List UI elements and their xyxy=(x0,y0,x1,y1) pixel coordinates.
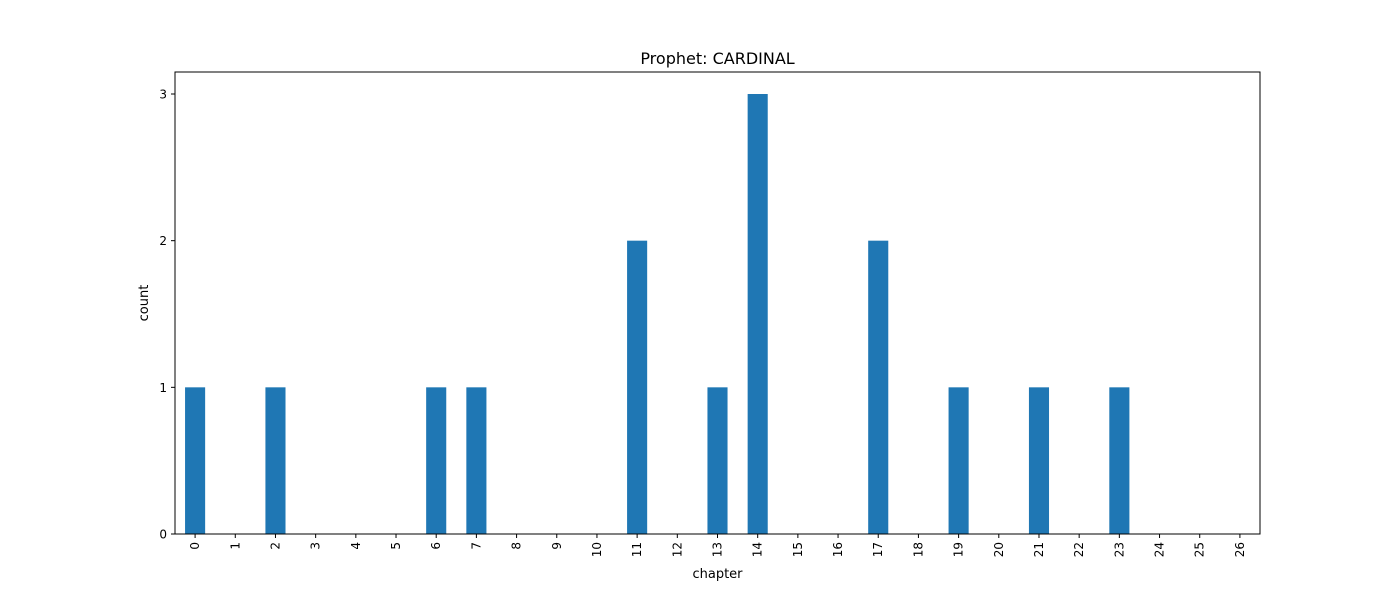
x-tick-label: 16 xyxy=(831,542,845,557)
x-tick-label: 4 xyxy=(349,542,363,550)
x-tick-label: 15 xyxy=(791,542,805,557)
x-tick-label: 2 xyxy=(268,542,282,550)
x-tick-label: 0 xyxy=(188,542,202,550)
bar-chapter-14 xyxy=(747,94,768,534)
x-tick-label: 5 xyxy=(389,542,403,550)
chart-title: Prophet: CARDINAL xyxy=(640,49,794,68)
y-ticks-group: 0 1 2 3 xyxy=(159,88,175,542)
x-tick-label: 21 xyxy=(1032,542,1046,557)
x-tick-label: 24 xyxy=(1153,542,1167,557)
y-tick-label: 1 xyxy=(159,381,167,395)
y-tick-label: 2 xyxy=(159,234,167,248)
plot-frame xyxy=(174,71,1261,535)
x-tick-label: 17 xyxy=(871,542,885,557)
x-tick-label: 8 xyxy=(510,542,524,550)
bar-chapter-23 xyxy=(1109,387,1130,534)
x-tick-label: 13 xyxy=(711,542,725,557)
bar-chapter-7 xyxy=(466,387,487,534)
bar-chapter-2 xyxy=(265,387,286,534)
x-tick-label: 18 xyxy=(911,542,925,557)
x-tick-label: 26 xyxy=(1233,542,1247,557)
bars-group xyxy=(185,94,1130,535)
x-tick-label: 19 xyxy=(952,542,966,557)
bar-chapter-6 xyxy=(426,387,447,534)
bar-chapter-13 xyxy=(707,387,728,534)
bar-chapter-11 xyxy=(627,240,648,535)
bar-chapter-21 xyxy=(1028,387,1050,534)
y-tick-label: 0 xyxy=(159,528,167,542)
x-tick-label: 10 xyxy=(590,542,604,557)
x-tick-label: 9 xyxy=(550,542,564,550)
bar-chapter-17 xyxy=(868,240,889,535)
x-tick-label: 23 xyxy=(1112,542,1126,557)
x-tick-label: 3 xyxy=(309,542,323,550)
x-tick-label: 22 xyxy=(1072,542,1086,557)
y-axis-label: count xyxy=(137,285,152,322)
bar-chapter-19 xyxy=(948,387,969,534)
x-tick-label: 11 xyxy=(630,542,644,557)
x-axis-label: chapter xyxy=(692,567,743,582)
x-tick-label: 14 xyxy=(751,542,765,557)
x-tick-label: 20 xyxy=(992,542,1006,557)
x-tick-label: 12 xyxy=(670,542,684,557)
x-tick-label: 6 xyxy=(429,542,443,550)
y-tick-label: 3 xyxy=(159,88,167,102)
x-tick-label: 25 xyxy=(1193,542,1207,557)
x-ticks-group: 0 1 2 3 4 5 6 7 8 9 10 11 12 13 14 15 16 17 18 19 20 21 22 23 24… xyxy=(188,534,1247,557)
x-tick-label: 1 xyxy=(228,542,242,550)
x-tick-label: 7 xyxy=(469,542,483,550)
bar-chapter-0 xyxy=(185,387,206,534)
